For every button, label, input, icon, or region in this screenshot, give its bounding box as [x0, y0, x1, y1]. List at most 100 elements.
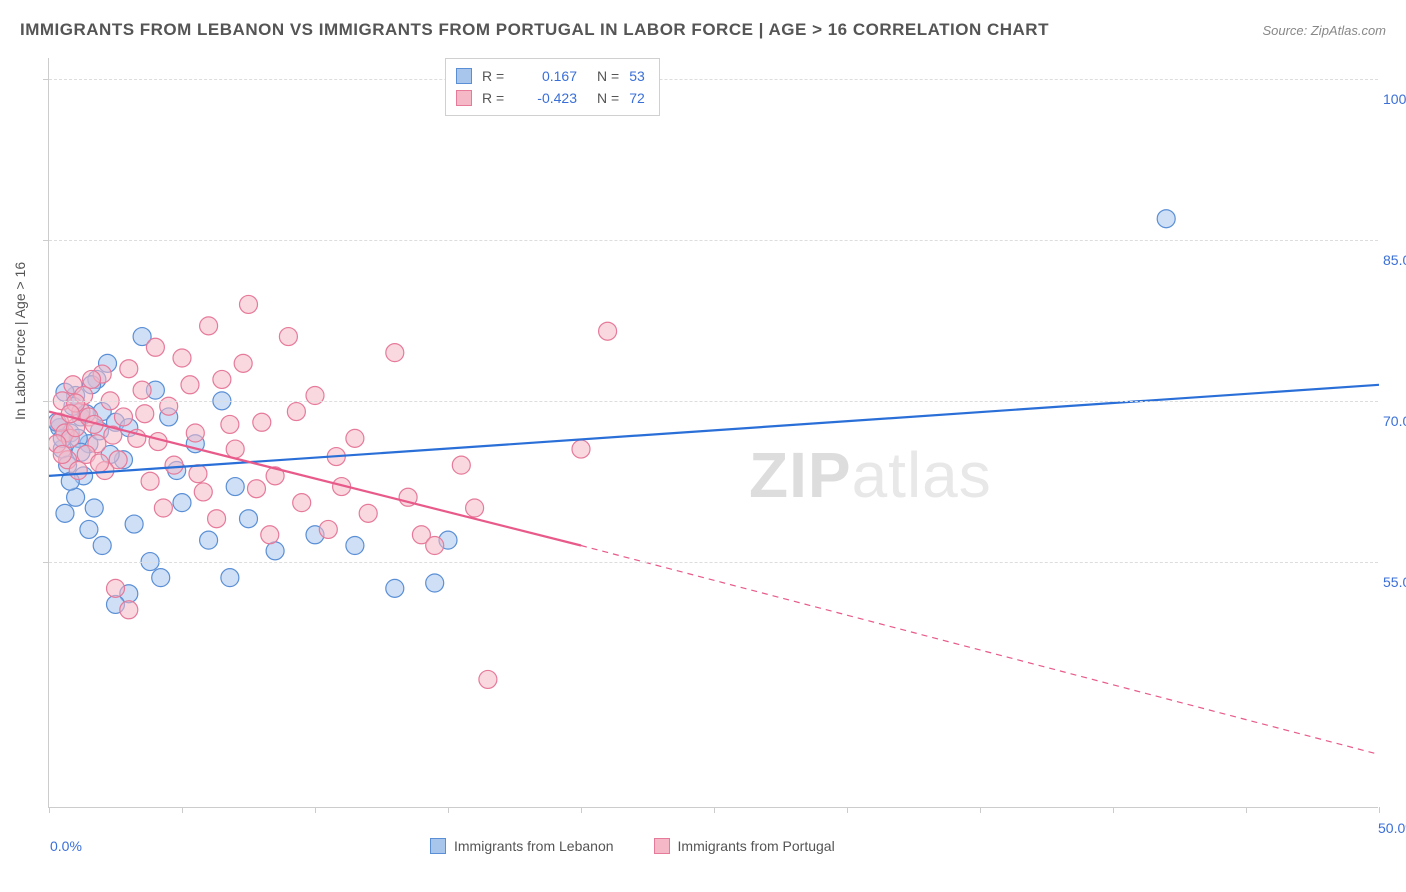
data-point: [240, 295, 258, 313]
data-point: [266, 542, 284, 560]
data-point: [69, 462, 87, 480]
x-tick: [581, 807, 582, 813]
x-tick: [1113, 807, 1114, 813]
data-point: [186, 424, 204, 442]
data-point: [80, 520, 98, 538]
gridline: [49, 401, 1378, 402]
source-attribution: Source: ZipAtlas.com: [1262, 23, 1386, 38]
data-point: [253, 413, 271, 431]
data-point: [133, 381, 151, 399]
data-point: [386, 344, 404, 362]
x-axis-origin-label: 0.0%: [50, 838, 82, 854]
data-point: [173, 349, 191, 367]
swatch-portugal-icon: [654, 838, 670, 854]
data-point: [53, 445, 71, 463]
n-value-lebanon: 53: [629, 68, 645, 84]
data-point: [165, 456, 183, 474]
x-axis-max-label: 50.0%: [1378, 820, 1406, 836]
data-point: [240, 510, 258, 528]
data-point: [221, 415, 239, 433]
data-point: [200, 317, 218, 335]
n-label: N =: [597, 90, 619, 106]
swatch-lebanon: [456, 68, 472, 84]
data-point: [293, 494, 311, 512]
data-point: [154, 499, 172, 517]
data-point: [146, 338, 164, 356]
regression-line-extrapolated: [581, 546, 1379, 755]
data-point: [479, 670, 497, 688]
legend-item-lebanon: Immigrants from Lebanon: [430, 838, 614, 854]
gridline: [49, 562, 1378, 563]
data-point: [247, 480, 265, 498]
data-point: [359, 504, 377, 522]
data-point: [213, 370, 231, 388]
data-point: [386, 579, 404, 597]
n-label: N =: [597, 68, 619, 84]
swatch-lebanon-icon: [430, 838, 446, 854]
data-point: [346, 537, 364, 555]
data-point: [319, 520, 337, 538]
legend-item-portugal: Immigrants from Portugal: [654, 838, 835, 854]
data-point: [136, 405, 154, 423]
y-tick: [43, 562, 49, 563]
chart-plot-area: ZIPatlas 55.0%70.0%85.0%100.0%50.0%: [48, 58, 1378, 808]
legend-row-portugal: R = -0.423 N = 72: [456, 87, 645, 109]
swatch-portugal: [456, 90, 472, 106]
data-point: [466, 499, 484, 517]
y-tick-label: 70.0%: [1383, 413, 1406, 429]
data-point: [93, 537, 111, 555]
data-point: [426, 574, 444, 592]
x-tick: [847, 807, 848, 813]
chart-title: IMMIGRANTS FROM LEBANON VS IMMIGRANTS FR…: [20, 20, 1049, 40]
data-point: [599, 322, 617, 340]
gridline: [49, 240, 1378, 241]
x-tick: [714, 807, 715, 813]
data-point: [173, 494, 191, 512]
gridline: [49, 79, 1378, 80]
legend-label-lebanon: Immigrants from Lebanon: [454, 838, 614, 854]
r-label: R =: [482, 90, 512, 106]
data-point: [261, 526, 279, 544]
data-point: [194, 483, 212, 501]
x-tick: [315, 807, 316, 813]
y-tick: [43, 240, 49, 241]
x-tick: [1246, 807, 1247, 813]
data-point: [234, 354, 252, 372]
r-label: R =: [482, 68, 512, 84]
x-tick: [49, 807, 50, 813]
x-tick: [448, 807, 449, 813]
data-point: [279, 328, 297, 346]
data-point: [208, 510, 226, 528]
y-tick-label: 55.0%: [1383, 574, 1406, 590]
y-tick: [43, 79, 49, 80]
data-point: [346, 429, 364, 447]
y-tick-label: 100.0%: [1383, 91, 1406, 107]
data-point: [107, 579, 125, 597]
data-point: [152, 569, 170, 587]
data-point: [83, 370, 101, 388]
r-value-lebanon: 0.167: [522, 68, 577, 84]
n-value-portugal: 72: [629, 90, 645, 106]
data-point: [141, 472, 159, 490]
data-point: [287, 403, 305, 421]
data-point: [221, 569, 239, 587]
data-point: [226, 440, 244, 458]
data-point: [85, 499, 103, 517]
data-point: [91, 454, 109, 472]
data-point: [572, 440, 590, 458]
data-point: [120, 360, 138, 378]
x-tick: [980, 807, 981, 813]
data-point: [61, 405, 79, 423]
data-point: [226, 478, 244, 496]
legend-label-portugal: Immigrants from Portugal: [678, 838, 835, 854]
x-tick: [1379, 807, 1380, 813]
x-tick: [182, 807, 183, 813]
data-point: [452, 456, 470, 474]
correlation-legend: R = 0.167 N = 53 R = -0.423 N = 72: [445, 58, 660, 116]
data-point: [200, 531, 218, 549]
data-point: [114, 408, 132, 426]
data-point: [1157, 210, 1175, 228]
data-point: [189, 465, 207, 483]
data-point: [56, 504, 74, 522]
series-legend: Immigrants from Lebanon Immigrants from …: [430, 838, 835, 854]
